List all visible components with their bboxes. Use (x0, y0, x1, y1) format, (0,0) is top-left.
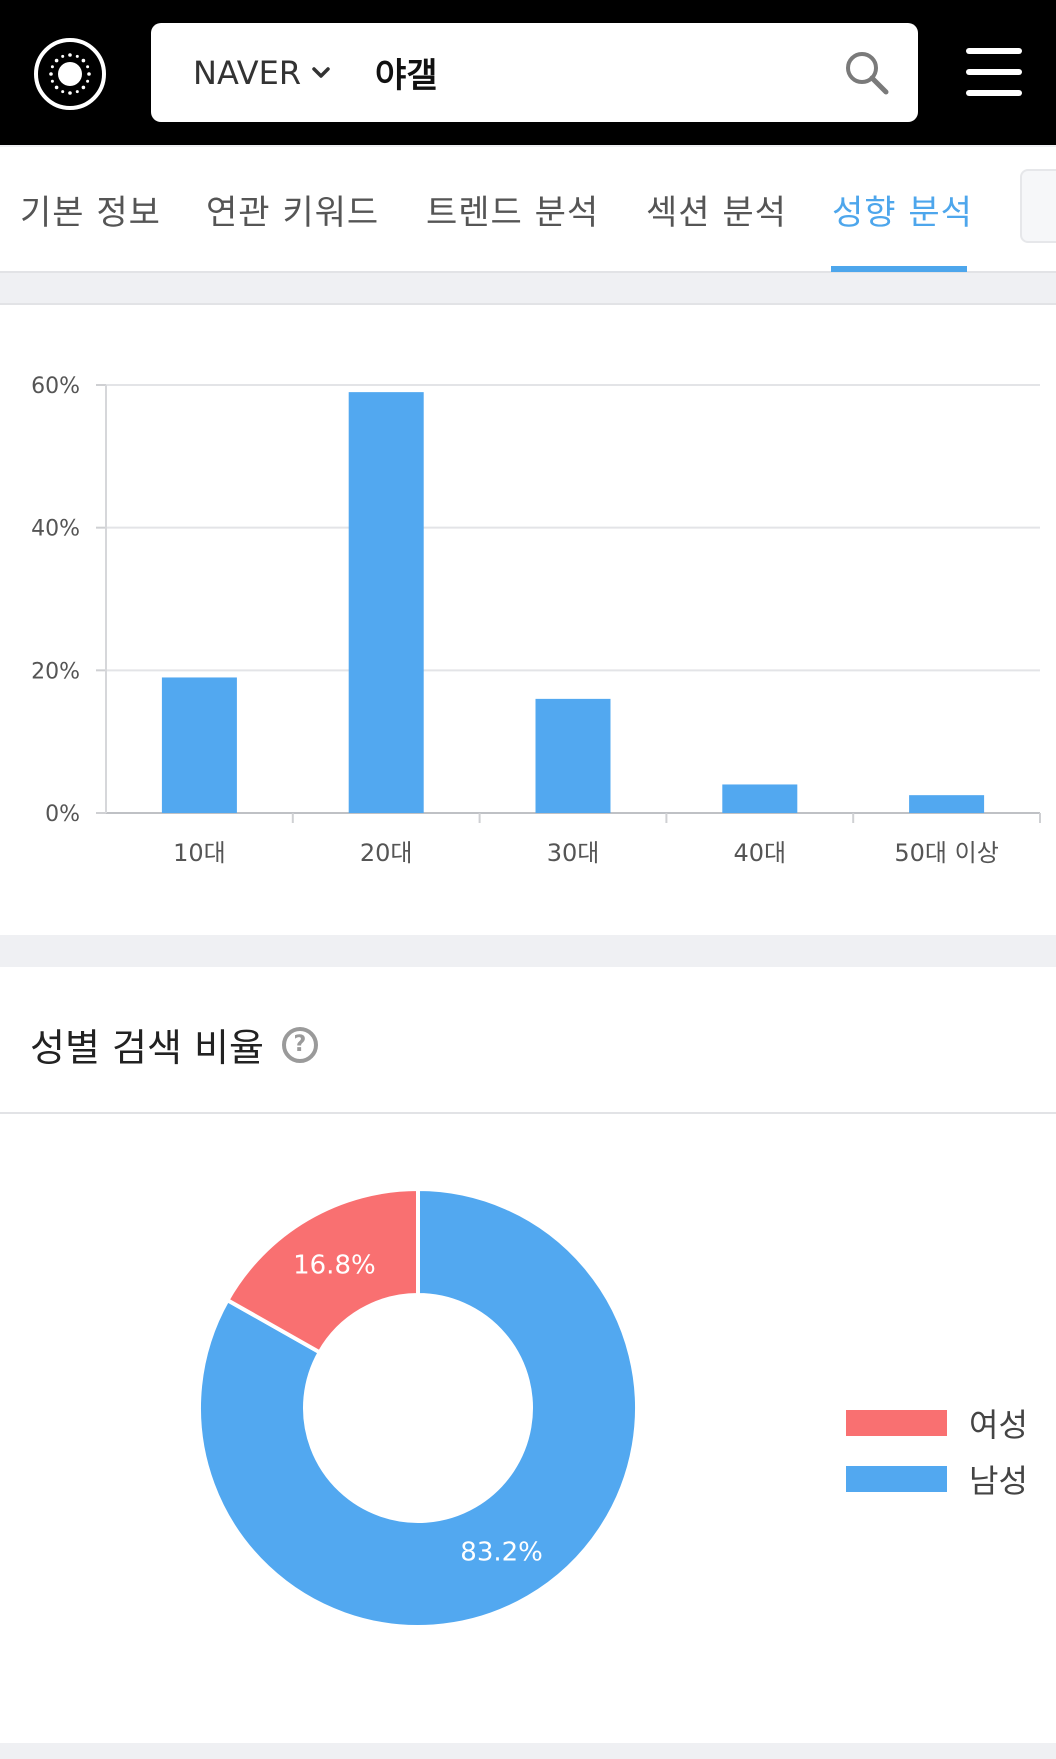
help-icon[interactable]: ? (281, 1026, 318, 1063)
legend-label: 남성 (969, 1462, 1028, 1500)
y-tick-label: 20% (31, 659, 80, 684)
slice-female (224, 1186, 420, 1356)
legend-label: 여성 (969, 1406, 1028, 1444)
hamburger-menu-icon[interactable] (966, 48, 1024, 96)
divider (0, 1112, 1056, 1114)
top-bar: NAVER 야갤 (0, 0, 1056, 145)
section-title: 성별 검색 비율 ? (30, 1017, 318, 1072)
gender-section-title: 성별 검색 비율 (30, 1026, 264, 1070)
bar-2 (348, 392, 424, 813)
bar-3 (535, 698, 611, 813)
search-engine-label: NAVER (193, 53, 302, 92)
y-tick-label: 40% (31, 517, 80, 542)
age-chart-card: 0% 20% 40% 60% 10대 20대 30대 40대 50대 이상 (0, 303, 1056, 935)
x-tick-label: 20대 (360, 839, 413, 867)
search-button[interactable] (842, 48, 892, 98)
gender-donut-chart: 83.2% 16.8% (197, 1186, 639, 1629)
chart-legend: 여성 남성 (846, 1395, 1028, 1507)
sun-icon (49, 53, 91, 95)
legend-item-female[interactable]: 여성 (846, 1395, 1028, 1451)
active-tab-indicator (831, 266, 967, 272)
tab-bar: 기본 정보 연관 키워드 트렌드 분석 섹션 분석 성향 분석 (0, 147, 1056, 273)
search-engine-select[interactable]: NAVER (193, 23, 331, 122)
chevron-down-icon (312, 66, 330, 78)
search-input[interactable]: 야갤 (375, 56, 438, 96)
y-tick-label: 0% (45, 802, 80, 827)
tab-scroll-button[interactable] (1020, 169, 1056, 243)
bar-1 (161, 677, 237, 813)
app-logo-icon[interactable] (34, 38, 106, 110)
gender-ratio-card: 성별 검색 비율 ? 83.2% 16.8% 여성 남성 (0, 967, 1056, 1743)
legend-item-male[interactable]: 남성 (846, 1451, 1028, 1507)
x-tick-label: 50대 이상 (894, 839, 998, 867)
y-tick-label: 60% (31, 374, 80, 399)
bar-5 (909, 795, 985, 813)
legend-swatch (846, 1410, 947, 1436)
x-tick-label: 10대 (173, 839, 226, 867)
x-tick-label: 40대 (733, 839, 786, 867)
tab-tendency-analysis[interactable]: 성향 분석 (832, 192, 973, 233)
search-icon (846, 52, 889, 95)
legend-swatch (846, 1466, 947, 1492)
search-box[interactable]: NAVER 야갤 (151, 23, 918, 122)
slice-male (197, 1186, 639, 1629)
slice-label: 16.8% (293, 1251, 376, 1281)
tab-basic-info[interactable]: 기본 정보 (20, 192, 161, 233)
age-bar-chart: 0% 20% 40% 60% 10대 20대 30대 40대 50대 이상 (31, 374, 1041, 867)
tab-related-keywords[interactable]: 연관 키워드 (206, 192, 380, 233)
x-tick-label: 30대 (547, 839, 600, 867)
tab-trend-analysis[interactable]: 트렌드 분석 (426, 192, 600, 233)
slice-label: 83.2% (460, 1537, 543, 1567)
tab-section-analysis[interactable]: 섹션 분석 (646, 192, 787, 233)
bar-4 (722, 784, 798, 813)
